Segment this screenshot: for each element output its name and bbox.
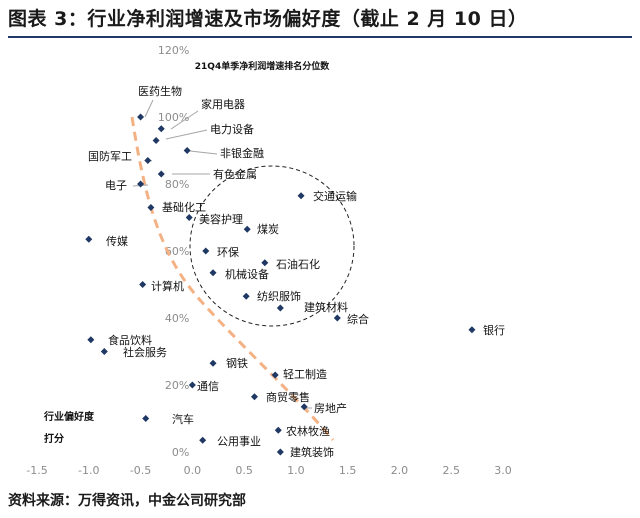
data-label: 食品饮料: [108, 333, 152, 347]
x-tick-label: 0.0: [184, 464, 202, 477]
data-point: [243, 225, 251, 233]
data-point: [276, 304, 284, 312]
data-label: 纺织服饰: [257, 289, 301, 303]
leader-line: [144, 99, 154, 118]
data-label: 基础化工: [162, 200, 206, 214]
title-rule: [8, 36, 632, 38]
data-point: [157, 170, 165, 178]
highlight-circle: [189, 165, 355, 327]
data-label: 农林牧渔: [286, 424, 330, 438]
x-tick-label: 0.5: [235, 464, 253, 477]
data-label: 交通运输: [313, 189, 357, 203]
data-label: 电子: [105, 179, 127, 192]
data-point: [199, 436, 207, 444]
data-label: 银行: [483, 323, 505, 337]
leader-line: [189, 150, 218, 155]
source-note: 资料来源：万得资讯，中金公司研究部: [8, 493, 246, 509]
data-point: [209, 269, 217, 277]
x-tick-label: 2.5: [442, 464, 460, 477]
y-axis-label-line1: 行业偏好度: [43, 410, 95, 423]
x-tick-label: -1.0: [78, 464, 99, 477]
data-point: [261, 259, 269, 267]
y-tick-label: 100%: [158, 111, 189, 124]
data-label: 石油石化: [276, 257, 320, 271]
data-label: 医药生物: [138, 84, 182, 98]
data-point: [157, 125, 165, 133]
data-label: 公用事业: [217, 435, 261, 448]
data-label: 轻工制造: [283, 367, 327, 381]
leader-line: [165, 129, 208, 140]
data-point: [142, 415, 150, 422]
chart-title: 21Q4单季净利润增速排名分位数: [195, 60, 330, 72]
leader-line: [170, 110, 199, 130]
data-label: 社会服务: [123, 345, 167, 359]
data-label: 机械设备: [225, 267, 269, 281]
data-label: 电力设备: [210, 122, 254, 136]
data-label: 钢铁: [226, 357, 248, 370]
data-label: 国防军工: [88, 149, 132, 163]
data-label: 商贸零售: [266, 390, 310, 404]
data-point: [87, 336, 95, 344]
x-tick-label: 2.0: [391, 464, 409, 477]
x-tick-label: 1.5: [339, 464, 357, 477]
data-point: [185, 214, 193, 221]
data-point: [274, 426, 282, 434]
x-tick-label: 1.0: [287, 464, 305, 477]
data-point: [85, 235, 93, 243]
y-tick-label: 40%: [165, 312, 189, 325]
data-label: 综合: [347, 312, 369, 326]
data-label: 环保: [217, 245, 239, 259]
data-point: [250, 393, 258, 401]
data-label: 通信: [197, 380, 219, 393]
data-point: [100, 348, 108, 355]
data-label: 计算机: [151, 279, 184, 293]
y-axis-label-line2: 打分: [44, 432, 64, 445]
data-label: 煤炭: [257, 223, 279, 236]
data-label: 汽车: [172, 412, 194, 426]
y-tick-label: 80%: [165, 178, 189, 191]
data-point: [271, 371, 279, 379]
x-tick-label: 3.0: [494, 464, 512, 477]
data-label: 有色金属: [213, 167, 257, 181]
data-label: 建筑装饰: [290, 445, 334, 459]
y-tick-label: 120%: [158, 44, 189, 57]
data-point: [202, 247, 210, 255]
data-label: 家用电器: [201, 97, 245, 111]
data-label: 房地产: [314, 401, 347, 415]
data-point: [297, 192, 305, 200]
data-point: [183, 147, 191, 154]
data-label: 建筑材料: [304, 300, 348, 314]
data-point: [188, 381, 196, 389]
x-tick-label: -1.5: [26, 464, 47, 477]
data-point: [144, 157, 152, 165]
data-point: [139, 281, 147, 288]
y-tick-label: 0%: [172, 446, 189, 459]
data-point: [468, 326, 476, 334]
data-point: [242, 292, 250, 300]
data-label: 非银金融: [220, 146, 264, 160]
data-point: [152, 136, 160, 144]
figure-title: 图表 3：行业净利润增速及市场偏好度（截止 2 月 10 日）: [8, 8, 528, 30]
data-point: [147, 203, 155, 211]
data-label: 传媒: [106, 235, 128, 248]
data-point: [276, 448, 284, 456]
data-point: [137, 180, 145, 188]
x-tick-label: -0.5: [130, 464, 151, 477]
data-point: [333, 314, 341, 322]
data-point: [209, 359, 217, 367]
data-point: [300, 403, 308, 411]
trend-curve: [130, 116, 335, 441]
data-point: [137, 113, 145, 121]
y-tick-label: 20%: [165, 379, 189, 392]
data-label: 美容护理: [199, 212, 243, 226]
